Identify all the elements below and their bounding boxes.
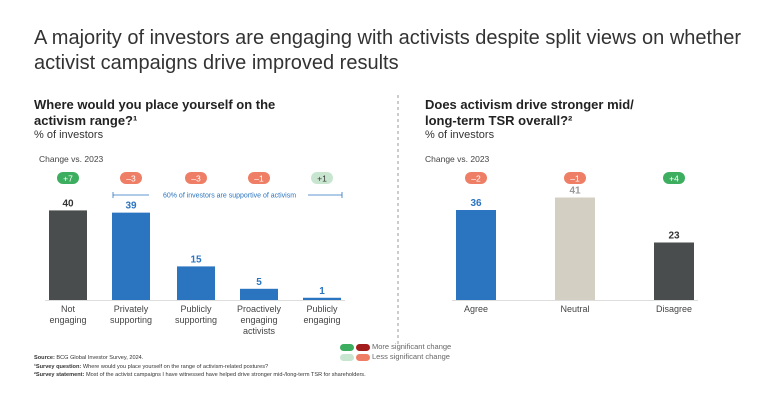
change-badge <box>120 172 142 184</box>
category-label: Proactively engaging activists <box>237 304 282 336</box>
question-label: ¹Survey question: <box>34 363 82 370</box>
category-label: Publicly engaging <box>303 304 340 325</box>
supportive-annotation: 60% of investors are supportive of activ… <box>163 193 296 200</box>
statement-text: Most of the activist campaigns I have wi… <box>85 372 366 378</box>
change-badge <box>465 172 487 184</box>
bar-disagree <box>654 242 694 300</box>
right-chart-unit: % of investors <box>425 129 495 141</box>
legend: More significant change Less significant… <box>340 342 451 362</box>
left-chart-unit: % of investors <box>34 129 104 141</box>
legend-swatch-lightgreen <box>340 353 354 361</box>
data-label: 36 <box>470 198 482 209</box>
bar-publicly-supporting <box>177 266 215 300</box>
bar-privately-supporting <box>112 212 150 300</box>
legend-less-label: Less significant change <box>372 352 450 361</box>
legend-less: Less significant change <box>340 352 451 362</box>
bar-agree <box>456 210 496 300</box>
change-badge-label: +4 <box>669 174 679 184</box>
data-label: 5 <box>256 277 262 288</box>
category-label: Not engaging <box>49 304 86 325</box>
bar-not-engaging <box>49 210 87 300</box>
legend-swatch-salmon <box>356 353 370 361</box>
change-badge-label: +1 <box>317 174 327 184</box>
bar-publicly-engaging <box>303 297 341 300</box>
data-label: 15 <box>190 254 202 265</box>
category-label: Publicly supporting <box>175 304 217 325</box>
page-title: A majority of investors are engaging wit… <box>34 27 742 74</box>
left-change-label: Change vs. 2023 <box>39 154 104 164</box>
data-label: 41 <box>569 186 581 197</box>
left-chart-title: Where would you place yourself on the ac… <box>34 97 276 128</box>
change-badge-label: –1 <box>570 174 580 184</box>
bar-neutral <box>555 197 595 300</box>
right-change-label: Change vs. 2023 <box>425 154 490 164</box>
source-text: BCG Global Investor Survey, 2024. <box>56 355 144 361</box>
data-label: 1 <box>319 286 325 297</box>
bar-proactively-engaging-activists <box>240 288 278 300</box>
change-badge <box>311 172 333 184</box>
change-badge <box>663 172 685 184</box>
data-label: 39 <box>125 201 137 212</box>
category-label: Privately supporting <box>110 304 152 325</box>
change-badge-label: –2 <box>471 174 481 184</box>
category-label: Disagree <box>656 304 692 314</box>
change-badge <box>564 172 586 184</box>
category-label: Agree <box>464 304 488 314</box>
legend-more-label: More significant change <box>372 342 452 351</box>
change-badge-label: –3 <box>126 174 136 184</box>
change-badge-label: –3 <box>191 174 201 184</box>
change-badge <box>185 172 207 184</box>
footnotes: Source: BCG Global Investor Survey, 2024… <box>34 354 366 380</box>
legend-swatch-green <box>340 343 354 351</box>
data-label: 23 <box>668 231 680 242</box>
change-badge-label: –1 <box>254 174 264 184</box>
source-label: Source: <box>34 355 55 361</box>
change-badge <box>248 172 270 184</box>
right-chart-title: Does activism drive stronger mid/ long-t… <box>425 97 634 128</box>
change-badge-label: +7 <box>63 174 73 184</box>
legend-more: More significant change <box>340 342 451 352</box>
legend-swatch-red <box>356 343 370 351</box>
data-label: 40 <box>62 198 74 209</box>
change-badge <box>57 172 79 184</box>
category-label: Neutral <box>560 304 589 314</box>
statement-label: ²Survey statement: <box>34 372 85 378</box>
question-text: Where would you place yourself on the ra… <box>82 363 269 370</box>
